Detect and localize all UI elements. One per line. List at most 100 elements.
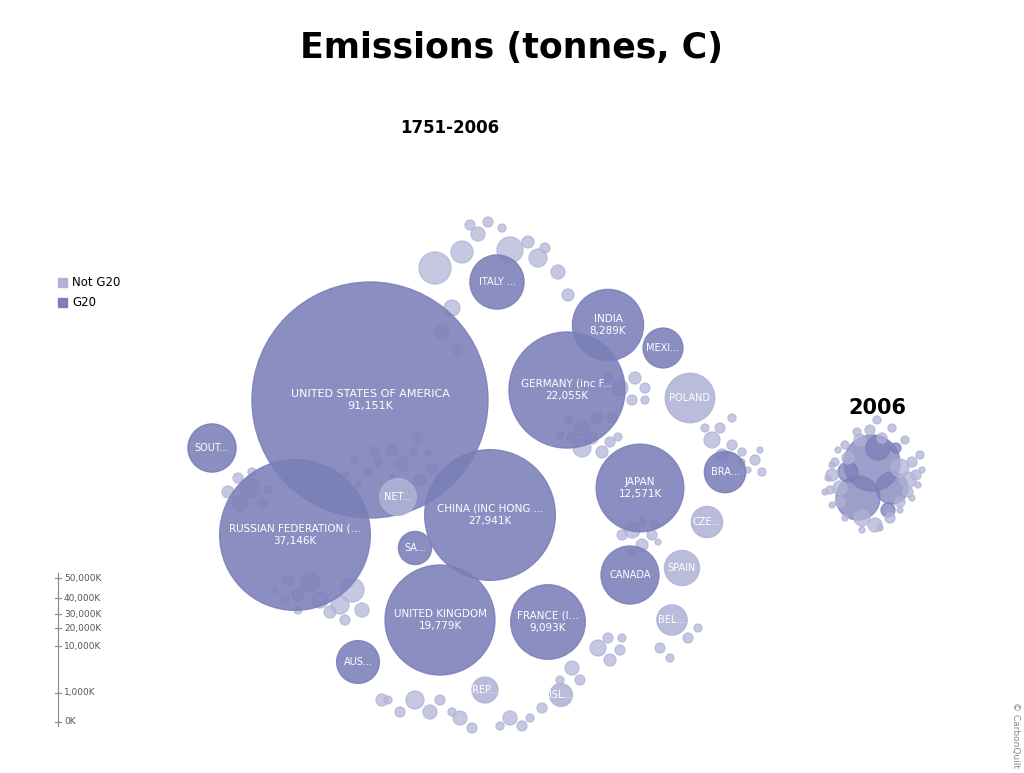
Text: 0K: 0K	[63, 717, 76, 727]
Circle shape	[603, 373, 613, 383]
Circle shape	[666, 654, 674, 662]
Text: MEXI...: MEXI...	[646, 343, 680, 353]
Bar	[58, 278, 67, 287]
Bar	[58, 298, 67, 307]
Circle shape	[750, 455, 760, 465]
Circle shape	[826, 486, 834, 494]
Circle shape	[340, 615, 350, 625]
Circle shape	[232, 495, 248, 511]
Text: JAPAN
12,571K: JAPAN 12,571K	[618, 477, 662, 499]
Circle shape	[509, 332, 625, 448]
Circle shape	[829, 462, 835, 468]
Circle shape	[550, 683, 572, 707]
Text: 10,000K: 10,000K	[63, 642, 101, 651]
Circle shape	[859, 527, 865, 533]
Circle shape	[471, 227, 485, 241]
Text: © CarbonQuilt: © CarbonQuilt	[1012, 702, 1021, 768]
Circle shape	[248, 468, 256, 476]
Circle shape	[629, 372, 641, 384]
Circle shape	[567, 433, 577, 443]
Circle shape	[745, 467, 751, 473]
Circle shape	[562, 289, 574, 301]
Circle shape	[435, 325, 449, 339]
Circle shape	[835, 497, 845, 507]
Circle shape	[503, 711, 517, 725]
Circle shape	[728, 414, 736, 422]
Circle shape	[624, 522, 640, 538]
Circle shape	[694, 624, 702, 632]
Text: Emissions (tonnes, C): Emissions (tonnes, C)	[300, 31, 724, 65]
Circle shape	[342, 472, 348, 478]
Circle shape	[900, 472, 916, 488]
Circle shape	[618, 634, 626, 642]
Circle shape	[615, 645, 625, 655]
Circle shape	[605, 437, 615, 447]
Circle shape	[825, 475, 831, 481]
Circle shape	[614, 433, 622, 441]
Text: SOUT...: SOUT...	[195, 443, 229, 453]
Circle shape	[451, 241, 473, 263]
Circle shape	[666, 373, 715, 423]
Circle shape	[701, 424, 709, 432]
Circle shape	[656, 604, 687, 635]
Circle shape	[324, 606, 336, 618]
Circle shape	[264, 486, 272, 494]
Circle shape	[877, 433, 887, 443]
Circle shape	[419, 252, 451, 284]
Text: UNITED STATES OF AMERICA
91,151K: UNITED STATES OF AMERICA 91,151K	[291, 389, 450, 411]
Circle shape	[876, 472, 908, 504]
Text: AUS...: AUS...	[344, 657, 373, 667]
Circle shape	[575, 675, 585, 685]
Circle shape	[727, 440, 737, 450]
Text: REP...: REP...	[472, 685, 499, 695]
Text: SPAIN: SPAIN	[668, 563, 696, 573]
Circle shape	[683, 633, 693, 643]
Circle shape	[881, 503, 895, 517]
Circle shape	[364, 468, 372, 476]
Circle shape	[427, 463, 437, 473]
Circle shape	[665, 550, 699, 585]
Circle shape	[337, 641, 380, 683]
Circle shape	[877, 525, 883, 531]
Circle shape	[833, 481, 847, 495]
Circle shape	[380, 478, 417, 516]
Text: 40,000K: 40,000K	[63, 594, 101, 602]
Text: ITALY ...: ITALY ...	[478, 277, 515, 287]
Circle shape	[312, 592, 328, 608]
Circle shape	[865, 425, 874, 435]
Circle shape	[564, 416, 572, 424]
Circle shape	[636, 539, 648, 551]
Circle shape	[835, 447, 841, 453]
Text: 50,000K: 50,000K	[63, 574, 101, 583]
Circle shape	[919, 467, 925, 473]
Circle shape	[355, 603, 369, 617]
Text: RUSSIAN FEDERATION (...
37,146K: RUSSIAN FEDERATION (... 37,146K	[229, 524, 360, 547]
Circle shape	[449, 708, 456, 716]
Circle shape	[715, 423, 725, 433]
Text: FRANCE (I...
9,093K: FRANCE (I... 9,093K	[517, 611, 579, 633]
Circle shape	[854, 510, 870, 526]
Circle shape	[897, 507, 903, 513]
Circle shape	[590, 640, 606, 656]
Circle shape	[596, 444, 684, 532]
Circle shape	[591, 412, 603, 424]
Circle shape	[822, 489, 828, 495]
Circle shape	[603, 633, 613, 643]
Circle shape	[916, 451, 924, 459]
Circle shape	[331, 596, 349, 614]
Circle shape	[292, 589, 304, 601]
Circle shape	[387, 445, 397, 455]
Circle shape	[425, 450, 431, 456]
Circle shape	[472, 677, 498, 703]
Circle shape	[909, 495, 915, 501]
Circle shape	[351, 456, 359, 464]
Circle shape	[651, 521, 659, 529]
Circle shape	[831, 458, 839, 466]
Text: SA...: SA...	[404, 543, 426, 553]
Circle shape	[655, 643, 665, 653]
Circle shape	[470, 255, 524, 309]
Circle shape	[607, 413, 617, 423]
Circle shape	[627, 395, 637, 405]
Circle shape	[453, 345, 463, 355]
Circle shape	[842, 452, 854, 464]
